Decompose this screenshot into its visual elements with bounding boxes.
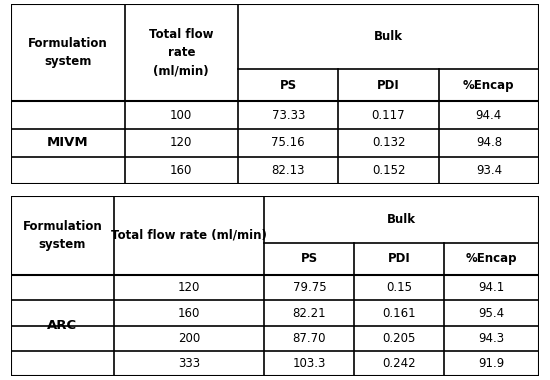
Text: %Encap: %Encap (463, 79, 515, 92)
Text: PDI: PDI (388, 252, 410, 265)
Text: 0.161: 0.161 (382, 307, 416, 320)
Text: 87.70: 87.70 (293, 332, 326, 345)
Text: 79.75: 79.75 (293, 281, 326, 294)
Text: Bulk: Bulk (387, 213, 416, 226)
Text: 100: 100 (170, 109, 192, 122)
Text: 75.16: 75.16 (271, 136, 305, 149)
Text: 0.242: 0.242 (382, 357, 416, 370)
Text: PDI: PDI (377, 79, 400, 92)
Text: 91.9: 91.9 (478, 357, 504, 370)
Text: 0.152: 0.152 (372, 164, 405, 177)
Text: 103.3: 103.3 (293, 357, 326, 370)
Text: 82.13: 82.13 (272, 164, 305, 177)
Text: Formulation
system: Formulation system (28, 37, 108, 68)
Text: ARC: ARC (47, 319, 78, 332)
Text: 120: 120 (170, 136, 192, 149)
Text: Total flow
rate
(ml/min): Total flow rate (ml/min) (149, 28, 213, 77)
Text: 94.4: 94.4 (476, 109, 502, 122)
Text: 93.4: 93.4 (476, 164, 502, 177)
Text: 0.117: 0.117 (372, 109, 405, 122)
Text: 94.3: 94.3 (478, 332, 504, 345)
Text: Bulk: Bulk (374, 30, 403, 43)
Text: 73.33: 73.33 (272, 109, 305, 122)
Text: 82.21: 82.21 (293, 307, 326, 320)
Text: 160: 160 (170, 164, 192, 177)
Text: 120: 120 (178, 281, 200, 294)
Text: 200: 200 (178, 332, 200, 345)
Text: Total flow rate (ml/min): Total flow rate (ml/min) (111, 229, 267, 242)
Text: 0.132: 0.132 (372, 136, 405, 149)
Text: 94.1: 94.1 (478, 281, 504, 294)
Text: Formulation
system: Formulation system (23, 220, 102, 251)
Text: PS: PS (301, 252, 318, 265)
Text: PS: PS (279, 79, 297, 92)
Text: 160: 160 (178, 307, 200, 320)
Text: %Encap: %Encap (466, 252, 517, 265)
Text: 94.8: 94.8 (476, 136, 502, 149)
Text: 0.205: 0.205 (382, 332, 416, 345)
Text: 333: 333 (178, 357, 200, 370)
Text: 95.4: 95.4 (478, 307, 504, 320)
Text: 0.15: 0.15 (386, 281, 412, 294)
Text: MIVM: MIVM (47, 136, 89, 149)
